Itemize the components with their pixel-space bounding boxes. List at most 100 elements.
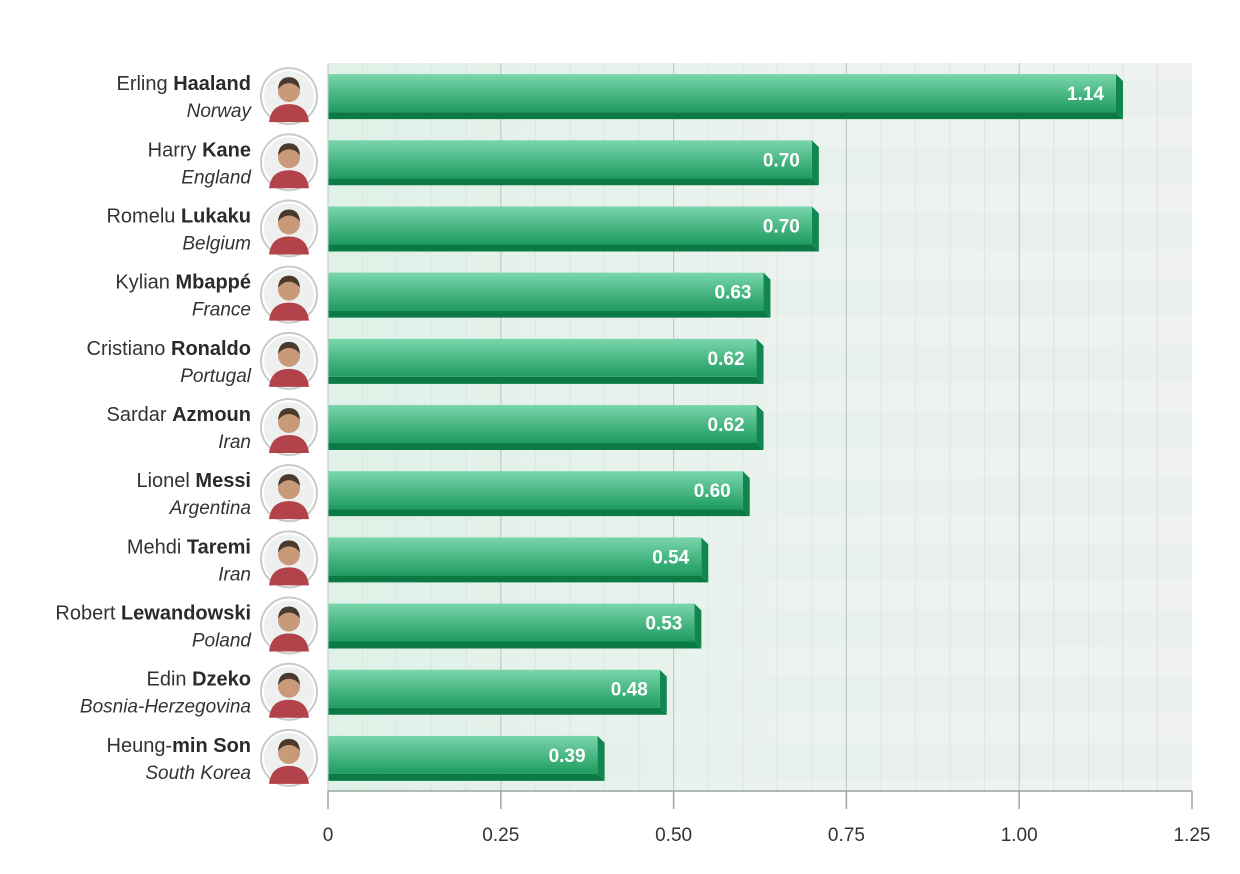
player-avatar [260, 728, 318, 787]
player-last-name: Dzeko [192, 669, 251, 691]
bar-shadow-bottom [328, 641, 702, 649]
bar-value-label: 0.62 [708, 415, 745, 436]
player-first-name: Romelu [106, 205, 180, 227]
player-first-name: Cristiano [87, 338, 171, 360]
avatar-head [278, 278, 300, 301]
player-last-name: Taremi [187, 536, 251, 558]
avatar-hair [278, 540, 300, 553]
avatar-shirt [269, 501, 309, 520]
player-avatar [260, 662, 318, 721]
player-first-name: Sardar [107, 404, 173, 426]
player-first-name: Heung- [107, 735, 173, 757]
player-country: Portugal [180, 366, 252, 387]
bar [328, 74, 1116, 113]
player-country: Iran [218, 432, 251, 453]
player-name: Edin Dzeko [147, 669, 252, 691]
bar-value-label: 1.14 [1067, 84, 1104, 105]
player-last-name: Azmoun [172, 404, 251, 426]
bar-value-label: 0.62 [708, 349, 745, 370]
player-last-name: Lukaku [181, 205, 251, 227]
avatar-head [278, 543, 300, 566]
player-name: Sardar Azmoun [107, 404, 251, 426]
x-tick-label: 1.25 [1174, 825, 1211, 846]
player-last-name: Lewandowski [121, 603, 251, 625]
avatar-head [278, 411, 300, 433]
bar-value-label: 0.48 [611, 680, 648, 701]
player-name: Kylian Mbappé [115, 272, 251, 294]
avatar-hair [278, 275, 300, 288]
x-tick-label: 0 [323, 825, 334, 846]
avatar-head [278, 675, 300, 698]
player-first-name: Harry [148, 139, 202, 161]
player-country: Belgium [182, 233, 251, 254]
bar-shadow-side [659, 669, 667, 715]
player-country: Argentina [169, 498, 251, 519]
bar [328, 735, 598, 774]
player-last-name: Kane [202, 139, 251, 161]
bar [328, 537, 702, 576]
player-first-name: Edin [147, 669, 193, 691]
player-name: Romelu Lukaku [106, 205, 251, 227]
player-avatar [260, 596, 318, 655]
avatar-hair [278, 672, 300, 685]
avatar-shirt [269, 435, 309, 453]
player-avatar [260, 133, 318, 192]
avatar-head [278, 212, 300, 235]
avatar-hair [278, 341, 300, 354]
avatar-shirt [269, 170, 309, 189]
avatar-head [278, 344, 300, 367]
player-first-name: Robert [55, 603, 121, 625]
player-avatar [260, 67, 318, 126]
player-avatar [260, 331, 318, 390]
player-avatar [260, 398, 318, 456]
bar-value-label: 0.70 [763, 150, 800, 171]
bar-shadow-bottom [328, 112, 1123, 120]
x-tick-label: 0.75 [828, 825, 865, 846]
avatar-hair [278, 606, 300, 619]
player-last-name: min Son [172, 735, 251, 757]
player-first-name: Kylian [115, 272, 175, 294]
player-country: Poland [192, 631, 253, 652]
player-avatar [260, 530, 318, 589]
bar-shadow-side [742, 471, 750, 517]
bar [328, 405, 757, 443]
bar-value-label: 0.53 [645, 614, 682, 635]
avatar-shirt [269, 765, 309, 784]
bar-value-label: 0.60 [694, 481, 731, 502]
player-avatar [260, 464, 318, 523]
player-first-name: Lionel [136, 470, 195, 492]
bar-shadow-bottom [328, 310, 771, 318]
avatar-hair [278, 408, 300, 420]
avatar-hair [278, 738, 300, 751]
avatar-head [278, 146, 300, 169]
x-tick-label: 0.25 [482, 825, 519, 846]
avatar-shirt [269, 104, 309, 123]
player-country: France [192, 300, 251, 321]
avatar-head [278, 477, 300, 500]
player-last-name: Haaland [173, 73, 251, 95]
bar-shadow-side [701, 537, 709, 583]
player-first-name: Erling [116, 73, 173, 95]
bar [328, 272, 764, 311]
avatar-hair [278, 143, 300, 156]
bar [328, 338, 757, 377]
bar [328, 140, 812, 179]
bar-shadow-bottom [328, 707, 667, 715]
bar-shadow-side [1115, 74, 1123, 120]
x-tick-label: 1.00 [1001, 825, 1038, 846]
avatar-head [278, 741, 300, 764]
bar-value-label: 0.63 [714, 283, 751, 304]
bar [328, 669, 660, 708]
player-name: Lionel Messi [136, 470, 251, 492]
player-country: South Korea [145, 763, 251, 784]
player-country: England [181, 167, 252, 188]
player-last-name: Messi [195, 470, 251, 492]
player-country: Iran [218, 564, 251, 585]
bar-shadow-bottom [328, 244, 819, 252]
bar-shadow-bottom [328, 178, 819, 186]
bar-value-label: 0.39 [549, 746, 586, 767]
player-name: Harry Kane [148, 139, 251, 161]
player-name: Erling Haaland [116, 73, 251, 95]
player-country: Bosnia-Herzegovina [80, 697, 251, 718]
